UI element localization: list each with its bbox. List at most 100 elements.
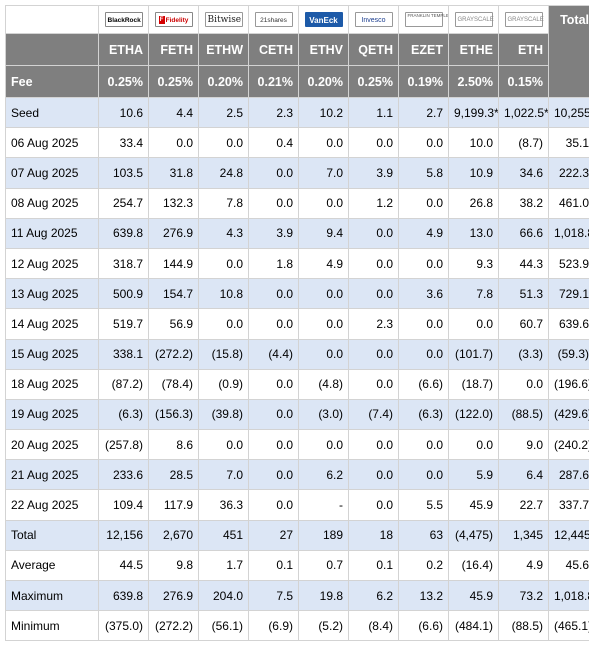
flow-value-cell: (6.3) [398, 398, 449, 431]
flow-value-cell: 1,345 [498, 519, 549, 551]
flow-value-cell: (375.0) [98, 610, 149, 642]
row-label: 08 Aug 2025 [5, 187, 99, 219]
flow-value-cell: 0.0 [348, 127, 399, 159]
ticker-header-feth: FETH [148, 33, 199, 66]
flow-value-cell: 0.0 [348, 459, 399, 491]
flow-value-cell: 45.6 [548, 549, 589, 582]
flow-value-cell: (6.6) [398, 368, 449, 400]
flow-value-cell: (196.6) [548, 368, 589, 400]
fee-cell: 0.20% [198, 65, 249, 98]
ticker-header-ethw: ETHW [198, 33, 249, 66]
flow-value-cell: 2.5 [198, 96, 249, 129]
fee-cell: 0.25% [348, 65, 399, 98]
flow-value-cell: 1,018.8 [548, 579, 589, 612]
flow-value-cell: 10,255 [548, 96, 589, 129]
flow-value-cell: 12,445 [548, 519, 589, 551]
flow-value-cell: (18.7) [448, 368, 499, 400]
flow-value-cell: (429.6) [548, 398, 589, 431]
flow-value-cell: 4.9 [298, 247, 349, 280]
issuer-logo-cell: Invesco [348, 5, 399, 34]
flow-value-cell: (4.4) [248, 338, 299, 370]
flow-value-cell: (78.4) [148, 368, 199, 400]
flow-value-cell: (88.5) [498, 398, 549, 431]
issuer-logo-cell: VanEck [298, 5, 349, 34]
issuer-logo-row: BlackRock F Fidelity Bitwise 21shares VanEck I… [5, 5, 589, 98]
flow-value-cell: 35.1 [548, 127, 589, 159]
ticker-header-row: ETHA FETH ETHW CETH ETHV QETH EZET ETHE ETH [5, 33, 589, 66]
flow-value-cell: 45.9 [448, 579, 499, 612]
flow-value-cell: 0.0 [398, 127, 449, 159]
flow-value-cell: 0.0 [348, 247, 399, 280]
issuer-logo-cell: GRAYSCALE [498, 5, 549, 34]
fee-cell: 0.15% [498, 65, 549, 98]
flow-value-cell: 1.7 [198, 549, 249, 582]
grayscale-logo: GRAYSCALE [454, 12, 494, 28]
flow-value-cell: 26.8 [448, 187, 499, 219]
flow-value-cell: 33.4 [98, 127, 149, 159]
flow-value-cell: 10.9 [448, 157, 499, 189]
flow-value-cell: 276.9 [148, 217, 199, 249]
bitwise-logo: Bitwise [204, 12, 243, 28]
flow-value-cell: 0.4 [248, 127, 299, 159]
corner-cell [5, 5, 99, 34]
flow-value-cell: 9,199.3* [448, 96, 499, 129]
flow-value-cell: 6.4 [498, 459, 549, 491]
flow-value-cell: 0.1 [248, 549, 299, 582]
fee-cell: 0.19% [398, 65, 449, 98]
flow-value-cell: 0.7 [298, 549, 349, 582]
flow-value-cell: - [298, 489, 349, 521]
flow-value-cell: 117.9 [148, 489, 199, 521]
flow-value-cell: 9.3 [448, 247, 499, 280]
table-row: Maximum 639.8 276.9 204.0 7.5 19.8 6.2 13.2 45.9… [5, 579, 589, 612]
flow-value-cell: 0.0 [198, 127, 249, 159]
flow-value-cell: 7.0 [298, 157, 349, 189]
flow-value-cell: 0.0 [248, 308, 299, 340]
flow-value-cell: 0.0 [398, 247, 449, 280]
flow-value-cell: 6.2 [348, 579, 399, 612]
flow-value-cell: 0.0 [398, 187, 449, 219]
flow-value-cell: (59.3) [548, 338, 589, 370]
flow-value-cell: 4.9 [498, 549, 549, 582]
flow-value-cell: (101.7) [448, 338, 499, 370]
row-label: 22 Aug 2025 [5, 489, 99, 521]
flow-value-cell: (6.9) [248, 610, 299, 642]
table-row: 21 Aug 2025 233.6 28.5 7.0 0.0 6.2 0.0 0.0 5.9 6.… [5, 459, 589, 491]
logo-text: Fidelity [165, 17, 189, 25]
flow-value-cell: 13.2 [398, 579, 449, 612]
flow-value-cell: 0.0 [248, 157, 299, 189]
table-row: Average 44.5 9.8 1.7 0.1 0.7 0.1 0.2 (16.4) 4.9 45… [5, 549, 589, 582]
flow-value-cell: 24.8 [198, 157, 249, 189]
flow-value-cell: 0.2 [398, 549, 449, 582]
flow-value-cell: (5.2) [298, 610, 349, 642]
flow-value-cell: 36.3 [198, 489, 249, 521]
row-label: Maximum [5, 579, 99, 612]
flow-value-cell: 56.9 [148, 308, 199, 340]
flow-value-cell: 9.0 [498, 429, 549, 461]
ticker-corner-cell [5, 33, 99, 66]
flow-value-cell: 233.6 [98, 459, 149, 491]
flow-value-cell: 2,670 [148, 519, 199, 551]
ticker-header-eth: ETH [498, 33, 549, 66]
flow-value-cell: 2.7 [398, 96, 449, 129]
flow-value-cell: 1.1 [348, 96, 399, 129]
flow-value-cell: 3.6 [398, 278, 449, 310]
flow-value-cell: 639.6 [548, 308, 589, 340]
flow-value-cell: 63 [398, 519, 449, 551]
flow-value-cell: 19.8 [298, 579, 349, 612]
flow-value-cell: 4.9 [398, 217, 449, 249]
flow-value-cell: 34.6 [498, 157, 549, 189]
flow-value-cell: 7.8 [448, 278, 499, 310]
flow-value-cell: 4.4 [148, 96, 199, 129]
row-label: Minimum [5, 610, 99, 642]
flow-value-cell: 154.7 [148, 278, 199, 310]
flow-value-cell: 4.3 [198, 217, 249, 249]
flow-value-cell: 27 [248, 519, 299, 551]
flow-value-cell: 0.0 [298, 278, 349, 310]
flow-value-cell: 45.9 [448, 489, 499, 521]
flow-value-cell: 0.0 [298, 338, 349, 370]
flow-value-cell: 0.0 [298, 187, 349, 219]
row-label: 07 Aug 2025 [5, 157, 99, 189]
flow-value-cell: 639.8 [98, 579, 149, 612]
flow-value-cell: 103.5 [98, 157, 149, 189]
flow-value-cell: 3.9 [348, 157, 399, 189]
